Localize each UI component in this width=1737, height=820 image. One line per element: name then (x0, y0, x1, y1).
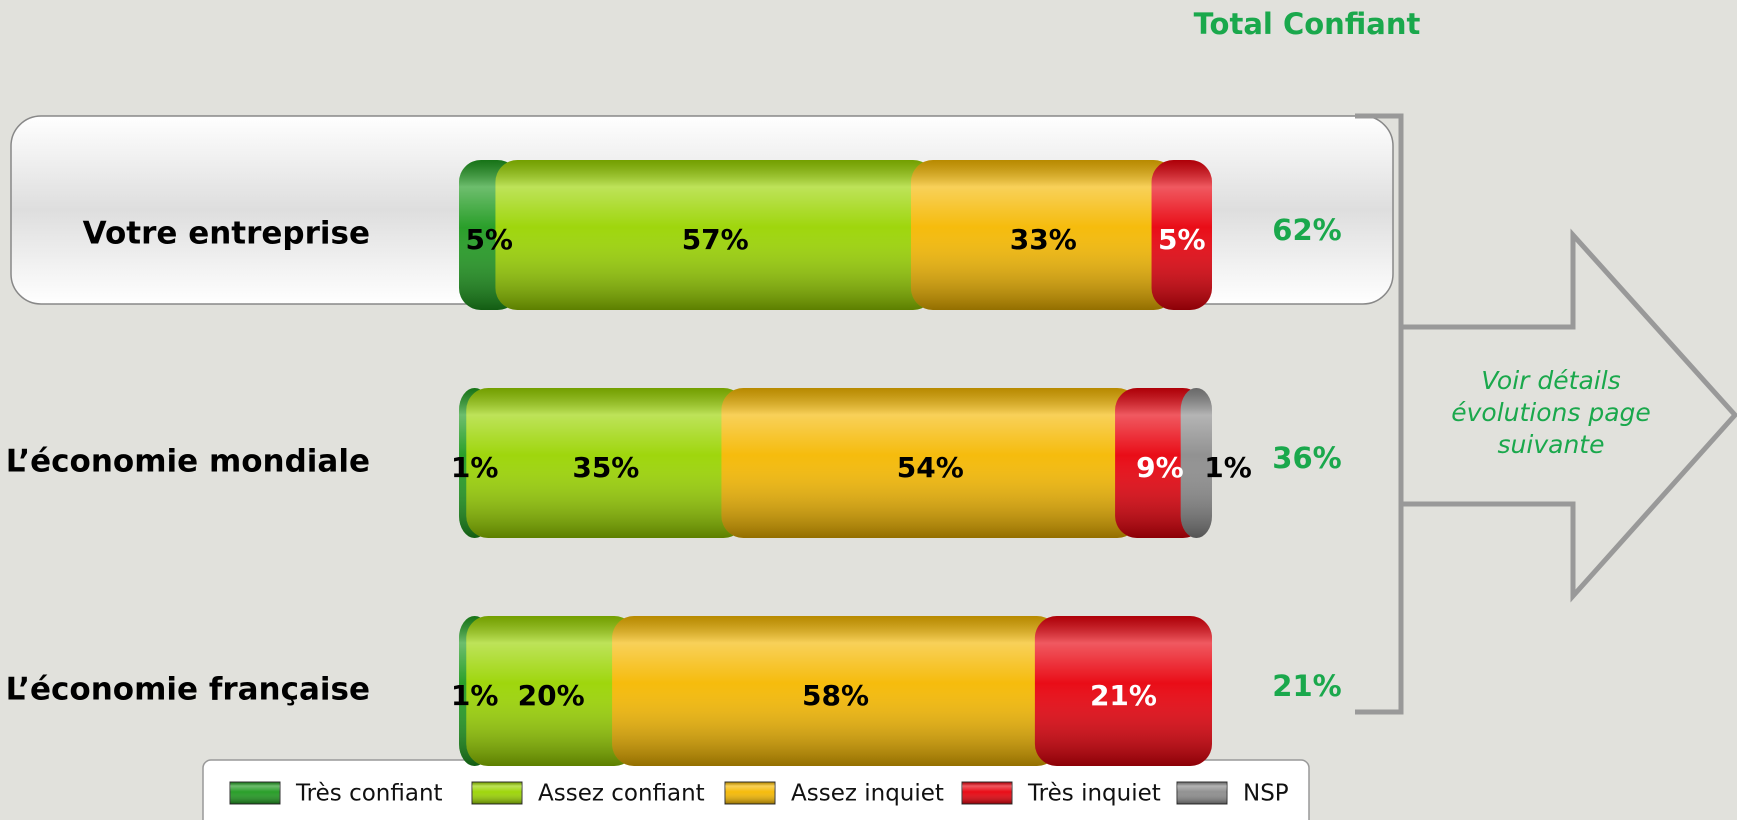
legend-swatch-shade (472, 782, 522, 804)
annotation: suivante (1498, 430, 1605, 459)
legend-label: Très inquiet (1027, 781, 1161, 807)
value-label: 58% (802, 679, 869, 712)
value-label: 57% (682, 223, 749, 256)
bar-shade (910, 160, 1176, 310)
category-label: L’économie mondiale (6, 444, 370, 480)
value-label: 21% (1090, 679, 1157, 712)
total-label: 21% (1272, 669, 1341, 703)
total-title: Total Confiant (1194, 7, 1421, 41)
total-label: 36% (1272, 441, 1341, 475)
value-label: 1% (451, 451, 499, 484)
legend-swatch-shade (725, 782, 775, 804)
bar-shade (495, 160, 935, 310)
annotation: Voir détails (1481, 366, 1620, 395)
category-label: L’économie française (6, 672, 370, 708)
bar-shade (721, 388, 1140, 538)
legend-label: Très confiant (295, 781, 443, 807)
bar-shade (612, 616, 1059, 766)
arrow (1403, 228, 1737, 603)
value-label: 5% (465, 223, 513, 256)
bar-shade (466, 616, 637, 766)
legend-label: Assez confiant (538, 781, 705, 807)
value-label: 1% (1204, 451, 1252, 484)
bar-shade (466, 388, 746, 538)
bracket (1355, 113, 1404, 715)
value-label: 54% (897, 451, 964, 484)
value-label: 35% (572, 451, 639, 484)
bar-shade (1180, 388, 1212, 538)
legend-label: Assez inquiet (791, 781, 944, 807)
bar-shade (1034, 616, 1212, 766)
legend-label: NSP (1243, 781, 1289, 807)
value-label: 33% (1010, 223, 1077, 256)
legend-swatch-shade (962, 782, 1012, 804)
legend-swatch-shade (230, 782, 280, 804)
value-label: 1% (451, 679, 499, 712)
annotation: évolutions page (1451, 398, 1651, 427)
value-label: 9% (1136, 451, 1184, 484)
value-label: 5% (1158, 223, 1206, 256)
category-label: Votre entreprise (83, 216, 370, 252)
value-label: 20% (518, 679, 585, 712)
total-label: 62% (1272, 213, 1341, 247)
legend-swatch-shade (1177, 782, 1227, 804)
bar-shade (1151, 160, 1212, 310)
